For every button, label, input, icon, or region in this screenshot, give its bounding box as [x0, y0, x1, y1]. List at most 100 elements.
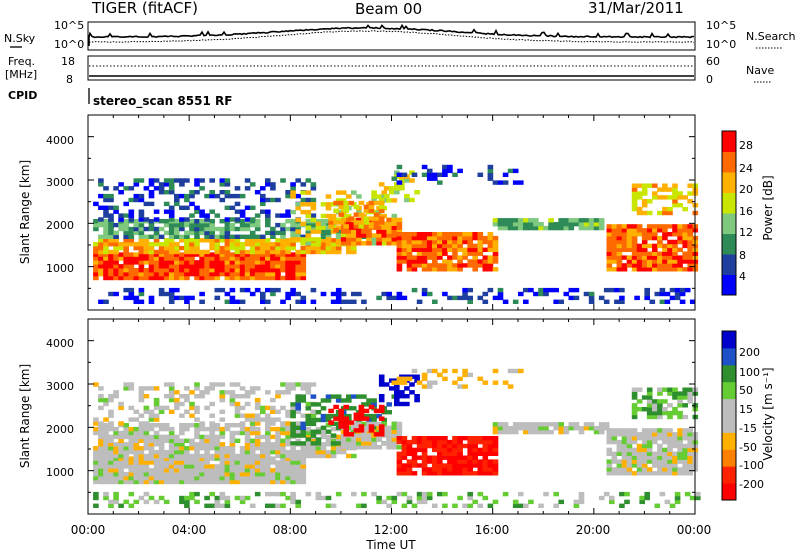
power-cell	[108, 222, 114, 228]
velocity-cell	[406, 463, 413, 468]
power-cell	[416, 243, 423, 249]
velocity-cell	[682, 463, 688, 468]
nsearch-label: N.Search	[746, 30, 796, 43]
power-cell	[138, 252, 145, 257]
velocity-cell	[677, 455, 683, 460]
power-cell	[662, 263, 668, 268]
power-cell	[652, 247, 658, 252]
colorbar-segment	[722, 483, 736, 501]
power-cell	[265, 264, 271, 269]
velocity-cell	[98, 475, 104, 481]
power-cell	[138, 222, 145, 228]
power-cell	[373, 212, 380, 217]
velocity-cell	[467, 451, 473, 456]
velocity-cell	[123, 499, 129, 505]
power-cell	[563, 225, 570, 231]
velocity-cell	[528, 499, 534, 505]
power-cell	[234, 299, 241, 304]
power-cell	[353, 212, 360, 217]
power-cell	[442, 243, 448, 249]
velocity-cell	[123, 449, 129, 455]
power-cell	[356, 217, 362, 223]
velocity-cell	[270, 421, 276, 426]
power-cell	[523, 222, 529, 227]
power-cell	[368, 208, 375, 213]
velocity-cell	[553, 426, 559, 431]
power-cell	[239, 209, 246, 214]
velocity-cell	[442, 376, 448, 381]
vel-cbar-tick-100: 100	[739, 366, 760, 379]
power-cell	[406, 263, 413, 268]
velocity-cell	[616, 451, 623, 456]
velocity-cell	[204, 390, 210, 395]
velocity-cell	[254, 386, 261, 391]
power-cell	[631, 203, 638, 208]
power-cell	[194, 242, 200, 247]
velocity-cell	[98, 479, 104, 485]
power-cell	[667, 263, 673, 268]
power-cell	[133, 252, 140, 257]
velocity-cell	[113, 460, 119, 465]
power-cell	[133, 222, 140, 228]
velocity-cell	[502, 491, 509, 497]
power-cell	[340, 198, 347, 203]
power-cell	[679, 287, 686, 293]
power-cell	[103, 245, 109, 251]
power-cell	[199, 256, 205, 261]
colorbar-segment	[722, 449, 736, 467]
velocity-cell	[128, 491, 135, 497]
power-cell	[108, 230, 114, 236]
velocity-cell	[378, 432, 385, 437]
velocity-cell	[260, 460, 266, 465]
power-cell	[672, 187, 678, 192]
power-cell	[103, 271, 109, 277]
velocity-cell	[619, 503, 625, 508]
velocity-cell	[234, 453, 241, 459]
velocity-cell	[280, 405, 286, 411]
power-cell	[300, 268, 307, 273]
power-cell	[335, 291, 342, 297]
velocity-cell	[477, 467, 484, 472]
velocity-cell	[669, 503, 676, 508]
power-cell	[194, 268, 200, 273]
velocity-cell	[138, 421, 145, 426]
velocity-cell	[148, 413, 155, 418]
velocity-cell	[158, 434, 165, 440]
power-cell	[477, 243, 484, 249]
power-cell	[363, 216, 370, 221]
power-cell	[285, 271, 291, 277]
velocity-cell	[224, 475, 231, 481]
power-cell	[487, 259, 494, 264]
power-cell	[340, 217, 347, 223]
power-cell	[189, 242, 195, 247]
power-cell	[148, 260, 155, 265]
power-cell	[330, 213, 337, 219]
power-cell	[457, 243, 463, 249]
power-cell	[641, 235, 648, 241]
power-cell	[184, 275, 190, 281]
power-cell	[406, 247, 413, 252]
velocity-cell	[636, 443, 643, 449]
power-cell	[631, 243, 638, 249]
power-cell	[295, 217, 301, 223]
velocity-cell	[123, 382, 129, 387]
velocity-cell	[93, 453, 99, 459]
power-cell	[199, 230, 205, 236]
power-cell	[234, 242, 241, 247]
power-cell	[657, 235, 663, 241]
velocity-cell	[682, 447, 688, 453]
beam-title: Beam 00	[355, 0, 422, 18]
velocity-cell	[573, 499, 580, 505]
velocity-cell	[662, 428, 668, 433]
power-cell	[168, 275, 175, 281]
power-cell	[447, 295, 453, 301]
power-cell	[457, 255, 463, 260]
velocity-cell	[373, 408, 380, 414]
power-cell	[133, 226, 140, 232]
velocity-cell	[163, 464, 170, 469]
velocity-cell	[239, 460, 246, 465]
velocity-cell	[409, 382, 415, 387]
power-cell	[416, 299, 423, 304]
velocity-cell	[168, 464, 175, 469]
power-cell	[300, 182, 307, 187]
